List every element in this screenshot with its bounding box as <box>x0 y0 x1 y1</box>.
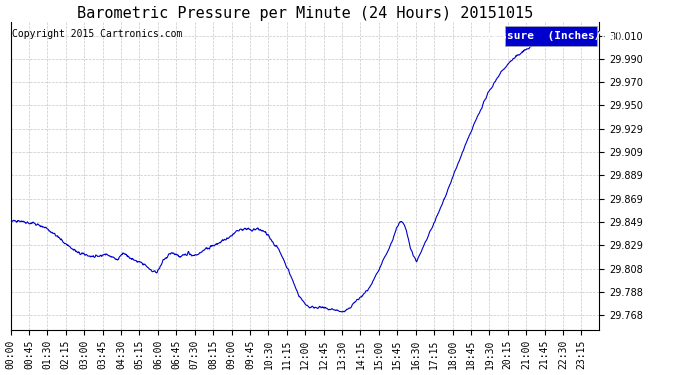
Text: Pressure  (Inches/Hg): Pressure (Inches/Hg) <box>480 32 622 41</box>
Bar <box>505 26 596 46</box>
Title: Barometric Pressure per Minute (24 Hours) 20151015: Barometric Pressure per Minute (24 Hours… <box>77 6 533 21</box>
Text: Copyright 2015 Cartronics.com: Copyright 2015 Cartronics.com <box>12 30 182 39</box>
